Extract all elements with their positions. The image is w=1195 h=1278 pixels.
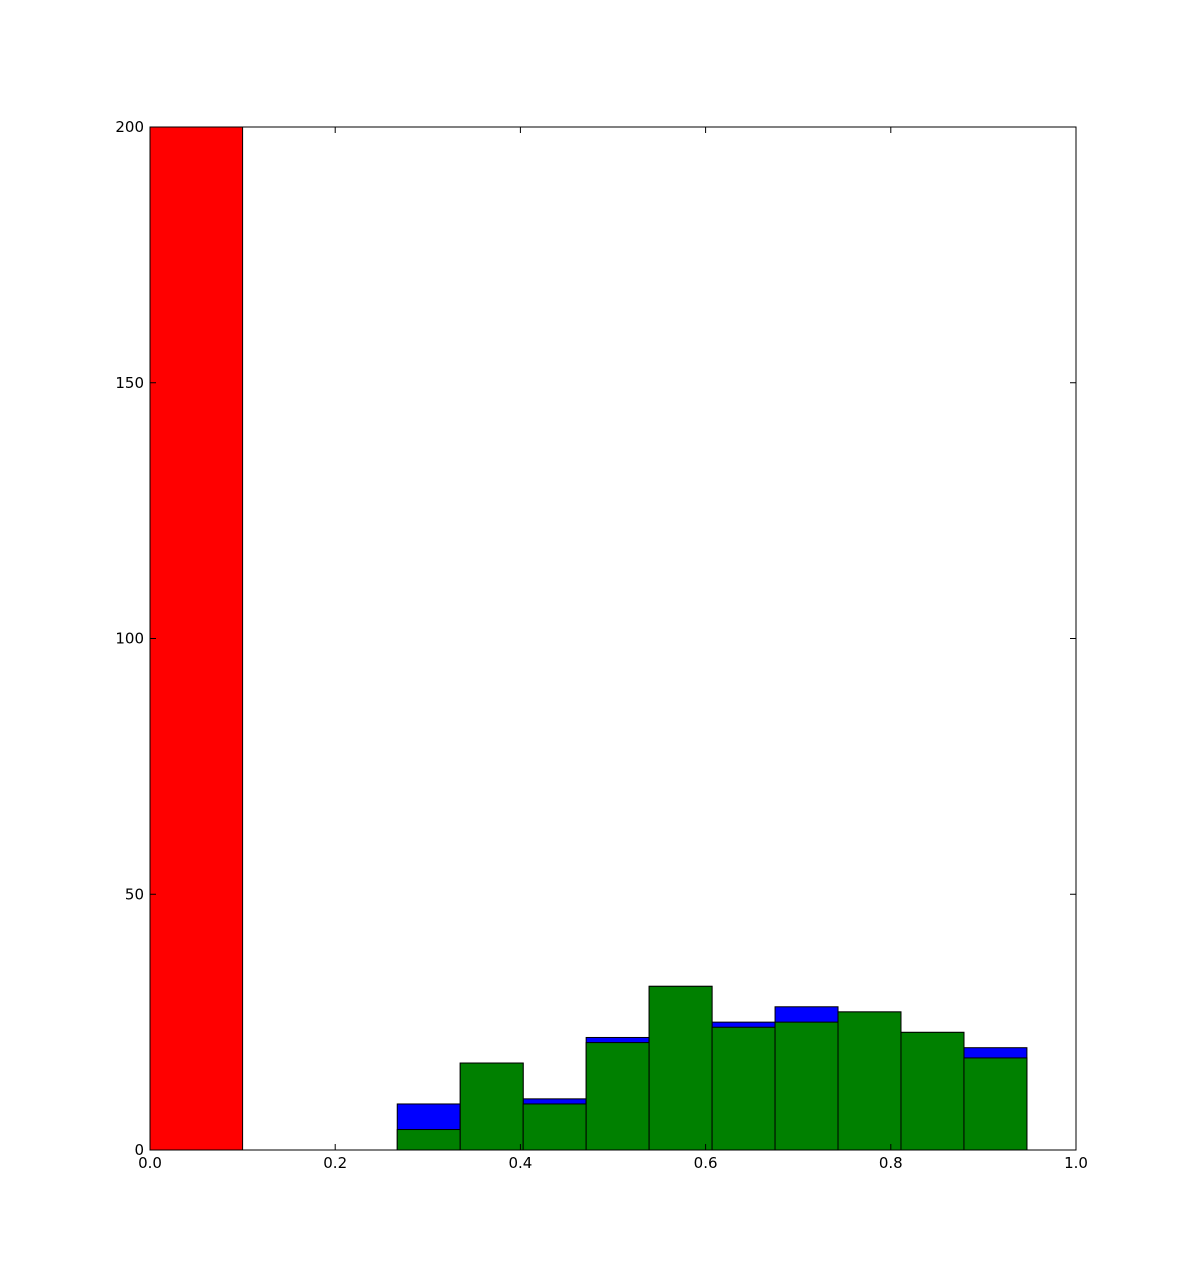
bar-series-2-bin-1: [459, 1062, 524, 1151]
y-tick-label-3: 150: [115, 374, 144, 392]
y-tick-label-2: 100: [115, 630, 144, 648]
bar-series-2-bin-0: [396, 1129, 461, 1151]
bar-series-2-bin-5: [711, 1026, 776, 1151]
bar-series-0-bin-0: [149, 126, 244, 1151]
x-tick-label-0: 0.0: [138, 1154, 162, 1172]
x-tick-label-1: 0.2: [323, 1154, 347, 1172]
x-tick-label-4: 0.8: [879, 1154, 903, 1172]
x-tick-label-5: 1.0: [1064, 1154, 1088, 1172]
labels-layer: 0.0 0.2 0.4 0.6 0.8 1.0 0 50 100 150 200: [115, 118, 1088, 1172]
x-tick-label-3: 0.6: [694, 1154, 718, 1172]
y-tick-label-0: 0: [134, 1141, 144, 1159]
bar-series-2-bin-2: [522, 1103, 587, 1151]
bar-series-2-bin-9: [963, 1057, 1028, 1151]
bars-layer: [149, 126, 1028, 1151]
ticks-layer: [149, 126, 1077, 1151]
x-tick-label-2: 0.4: [508, 1154, 532, 1172]
bar-series-2-bin-6: [774, 1021, 839, 1151]
bar-series-2-bin-7: [837, 1011, 902, 1151]
bar-series-2-bin-4: [648, 985, 713, 1151]
y-tick-label-1: 50: [125, 885, 144, 903]
y-tick-label-4: 200: [115, 118, 144, 136]
bar-series-2-bin-8: [900, 1031, 965, 1151]
bar-series-2-bin-3: [585, 1042, 650, 1151]
